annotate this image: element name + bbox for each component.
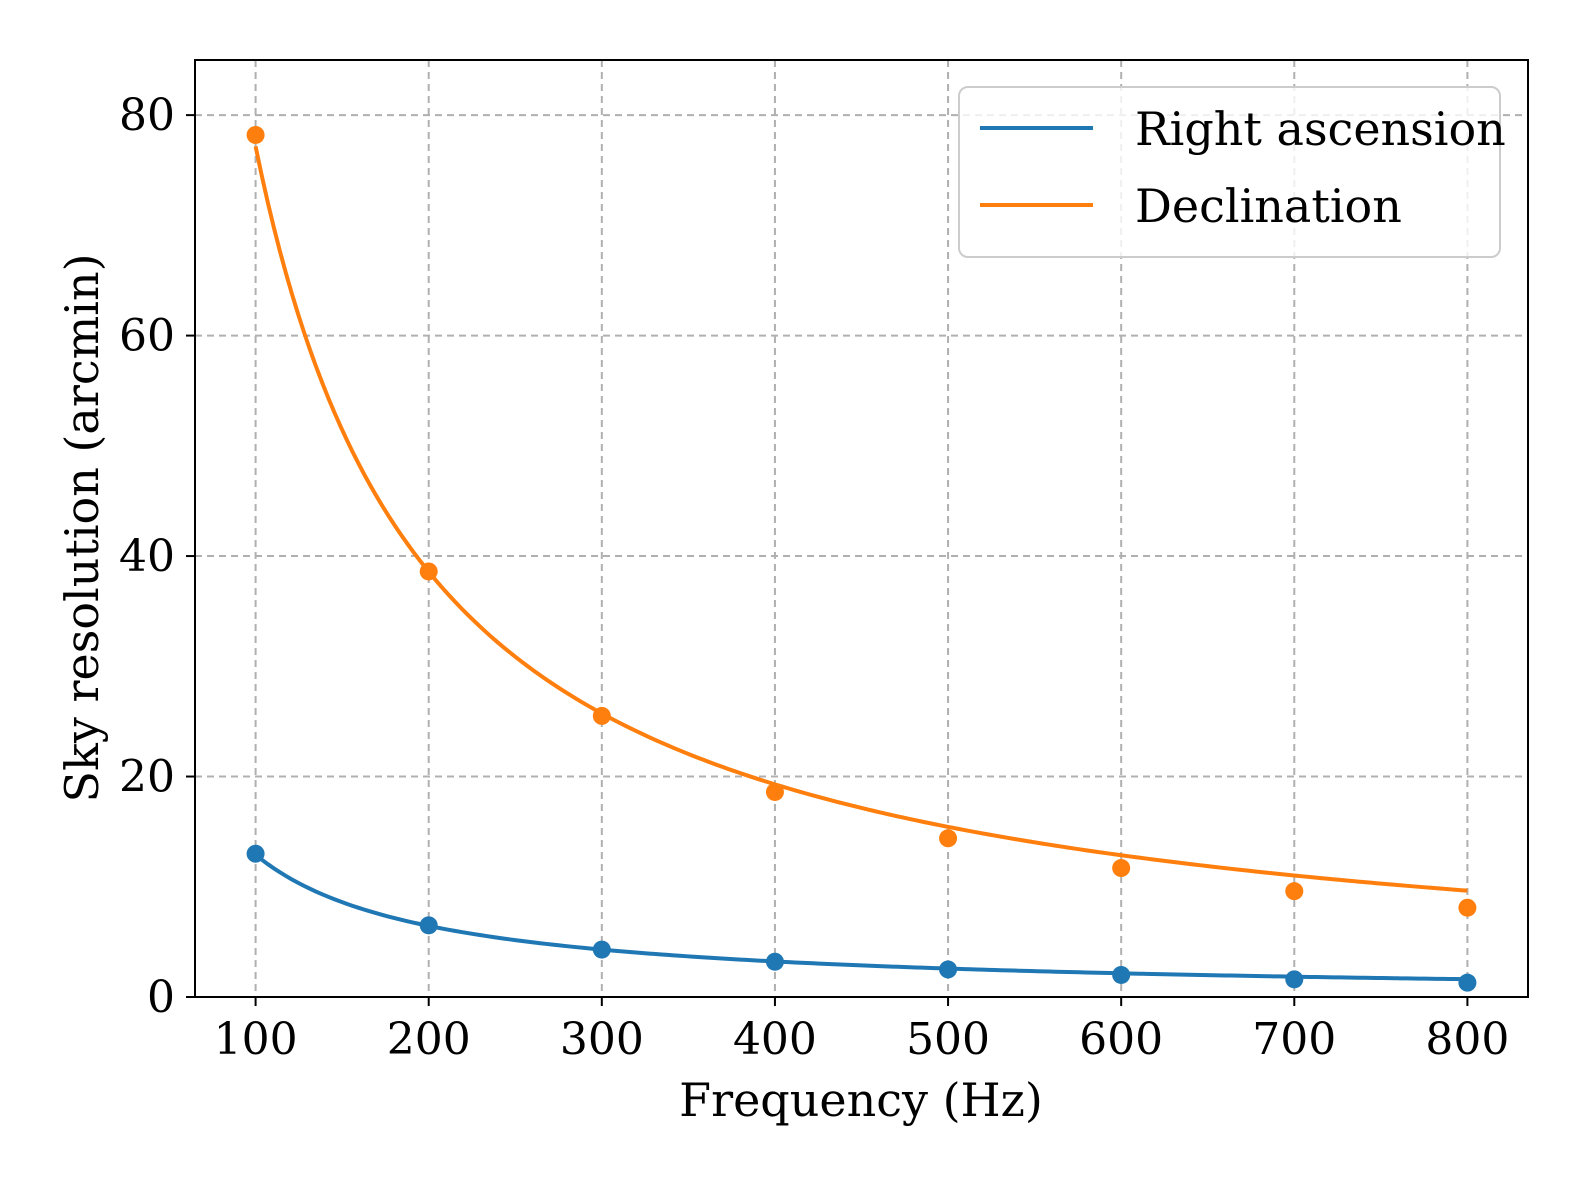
legend-frame	[958, 86, 1501, 258]
x-axis-label: Frequency (Hz)	[679, 1073, 1043, 1127]
marker-layer	[246, 125, 1477, 992]
data-point-declination	[765, 782, 784, 801]
data-point-declination	[246, 125, 265, 144]
data-point-declination	[1112, 859, 1131, 878]
y-tick-label: 80	[119, 90, 175, 141]
x-tick-label: 800	[1425, 1014, 1509, 1065]
series-line-right-ascension	[254, 853, 1468, 982]
x-tick-label: 500	[906, 1014, 990, 1065]
x-tick-label: 300	[560, 1014, 644, 1065]
y-tick-label: 40	[119, 531, 175, 582]
legend: Right ascension Declination	[958, 86, 1506, 258]
legend-label-declination: Declination	[1135, 179, 1402, 233]
data-point-right-ascension	[1458, 973, 1477, 992]
y-axis-label: Sky resolution (arcmin)	[55, 253, 109, 802]
plot-frame	[194, 59, 1529, 998]
x-tick-label: 600	[1079, 1014, 1163, 1065]
x-tick-label: 400	[733, 1014, 817, 1065]
tick-layer: 100 200 300 400 500 600 700 800 0 20 40 60 80	[119, 90, 1509, 1065]
y-tick-label: 0	[147, 972, 175, 1023]
data-point-declination	[1458, 898, 1477, 917]
data-point-declination	[592, 706, 611, 725]
data-point-right-ascension	[1112, 965, 1131, 984]
data-point-declination	[419, 562, 438, 581]
x-tick-label: 200	[387, 1014, 471, 1065]
data-point-right-ascension	[592, 940, 611, 959]
legend-label-right-ascension: Right ascension	[1135, 102, 1506, 156]
x-tick-label: 100	[214, 1014, 298, 1065]
series-line-declination	[253, 145, 1468, 893]
data-point-right-ascension	[939, 960, 958, 979]
data-point-right-ascension	[765, 952, 784, 971]
data-point-right-ascension	[419, 916, 438, 935]
data-point-right-ascension	[246, 844, 265, 863]
curve-layer	[253, 145, 1468, 982]
data-point-right-ascension	[1285, 970, 1304, 989]
x-tick-label: 700	[1252, 1014, 1336, 1065]
y-tick-label: 60	[119, 311, 175, 362]
data-point-declination	[1285, 882, 1304, 901]
y-tick-label: 20	[119, 752, 175, 803]
data-point-declination	[939, 829, 958, 848]
